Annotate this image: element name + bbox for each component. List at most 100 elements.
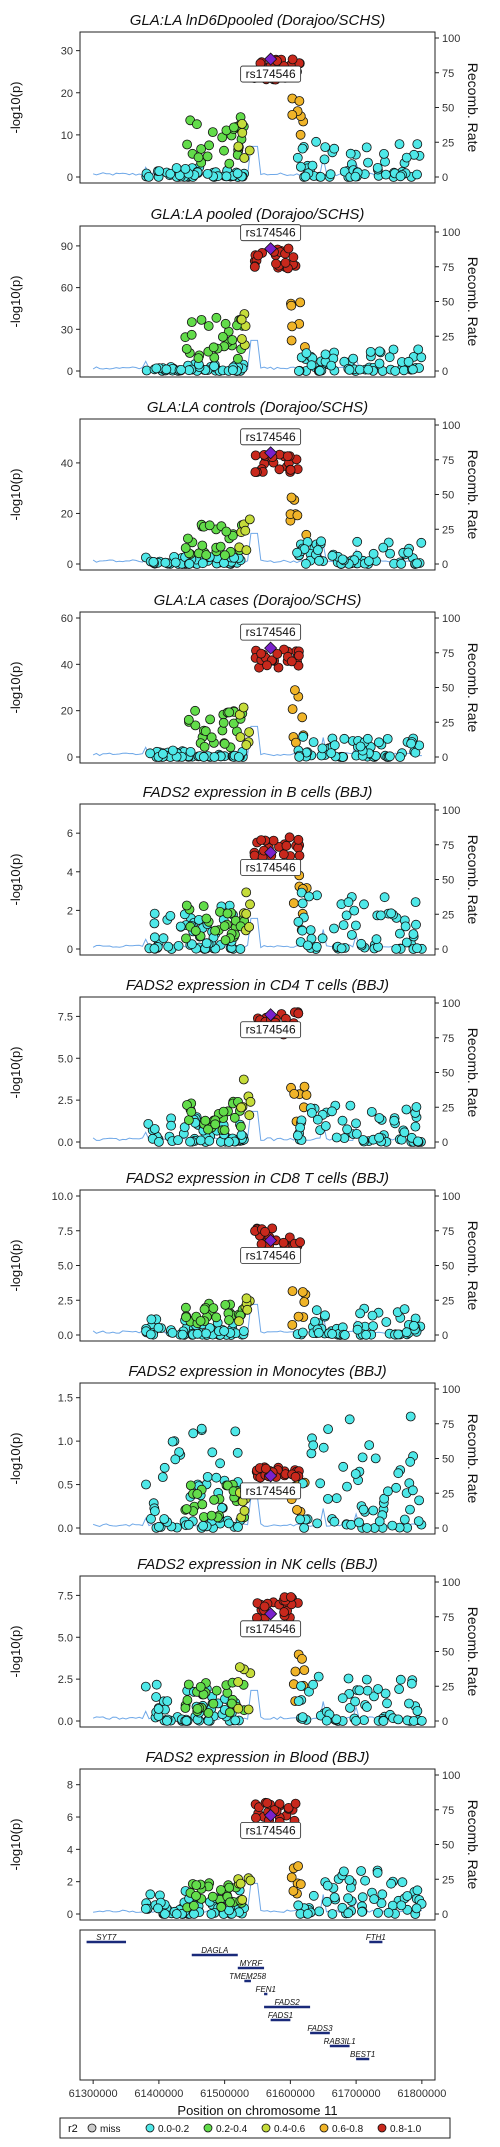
legend-label: 0.8-1.0 (390, 2124, 422, 2135)
y-tick-label: 0 (67, 1909, 73, 1921)
snp-point (245, 1111, 254, 1120)
snp-point (307, 361, 316, 370)
snp-point (338, 555, 347, 564)
snp-point (352, 1716, 361, 1725)
snp-point (291, 1667, 300, 1676)
panel-title: FADS2 expression in Monocytes (BBJ) (128, 1363, 386, 1380)
snp-point (392, 944, 401, 953)
snp-point (301, 559, 310, 568)
snp-point (308, 161, 317, 170)
gene-label: BEST1 (350, 2050, 375, 2059)
snp-point (367, 1107, 376, 1116)
snp-point (321, 1122, 330, 1131)
y-axis-label: -log10(p) (8, 468, 23, 520)
snp-point (359, 1136, 368, 1145)
snp-point (385, 353, 394, 362)
snp-point (234, 1704, 243, 1713)
snp-point (209, 1304, 218, 1313)
snp-point (241, 526, 250, 535)
legend-swatch (262, 2124, 270, 2132)
snp-point (210, 753, 219, 762)
snp-point (251, 468, 260, 477)
snp-point (330, 144, 339, 153)
snp-point (301, 172, 310, 181)
snp-point (408, 1486, 417, 1495)
panel-2: GLA:LA controls (Dorajoo/SCHS) 0 20 40 0 25 50… (8, 399, 481, 571)
snp-point (144, 172, 153, 181)
y-axis-label: -log10(p) (8, 661, 23, 713)
recomb-axis-label: Recomb. Rate (465, 643, 481, 733)
snp-point (330, 1517, 339, 1526)
snp-point (281, 258, 290, 267)
snp-point (309, 1891, 318, 1900)
snp-point (394, 1715, 403, 1724)
snp-point (154, 1323, 163, 1332)
snp-point (183, 534, 192, 543)
snp-point (295, 97, 304, 106)
y-tick-label: 7.5 (58, 1226, 73, 1238)
snp-point (193, 1329, 202, 1338)
snp-point (366, 347, 375, 356)
recomb-tick-label: 100 (442, 1384, 460, 1396)
snp-point (196, 1317, 205, 1326)
y-tick-label: 40 (61, 659, 73, 671)
snp-point (206, 715, 215, 724)
snp-point (210, 362, 219, 371)
snp-point (172, 1910, 181, 1919)
snp-point (294, 367, 303, 376)
snp-point (317, 537, 326, 546)
snp-point (237, 1131, 246, 1140)
snp-point (309, 738, 318, 747)
snp-point (355, 365, 364, 374)
y-tick-label: 20 (61, 88, 73, 100)
snp-point (388, 1521, 397, 1530)
recomb-tick-label: 25 (442, 1681, 454, 1693)
x-tick-label: 61800000 (397, 2088, 446, 2100)
snp-point (324, 1494, 333, 1503)
snp-point (225, 1883, 234, 1892)
gene-label: FADS2 (274, 1998, 300, 2007)
recomb-tick-label: 25 (442, 1295, 454, 1307)
snp-point (246, 1097, 255, 1106)
lead-snp-label: rs174546 (246, 430, 296, 444)
snp-point (239, 1327, 248, 1336)
y-tick-label: 0 (67, 752, 73, 764)
recomb-tick-label: 50 (442, 875, 454, 887)
snp-point (314, 1328, 323, 1337)
snp-point (307, 1108, 316, 1117)
recomb-axis-label: Recomb. Rate (465, 1028, 481, 1118)
snp-point (358, 1893, 367, 1902)
snp-point (406, 1505, 415, 1514)
recomb-axis-label: Recomb. Rate (465, 63, 481, 153)
snp-point (212, 1313, 221, 1322)
snp-point (288, 1287, 297, 1296)
y-tick-label: 30 (61, 324, 73, 336)
recomb-axis-label: Recomb. Rate (465, 450, 481, 540)
recomb-tick-label: 0 (442, 1137, 448, 1149)
lead-snp-label: rs174546 (246, 625, 296, 639)
snp-point (174, 941, 183, 950)
snp-point (245, 922, 254, 931)
snp-point (234, 142, 243, 151)
snp-point (294, 835, 303, 844)
snp-point (288, 705, 297, 714)
snp-point (204, 322, 213, 331)
snp-point (212, 1686, 221, 1695)
lead-snp-label: rs174546 (246, 67, 296, 81)
snp-point (417, 1716, 426, 1725)
snp-point (302, 349, 311, 358)
snp-point (330, 1893, 339, 1902)
recomb-tick-label: 0 (442, 559, 448, 571)
snp-point (246, 900, 255, 909)
snp-point (400, 1128, 409, 1137)
recomb-tick-label: 50 (442, 1840, 454, 1852)
snp-point (328, 1910, 337, 1919)
snp-point (363, 1686, 372, 1695)
snp-point (254, 251, 263, 260)
snp-point (289, 253, 298, 262)
panel-title: GLA:LA controls (Dorajoo/SCHS) (147, 399, 368, 416)
snp-point (237, 315, 246, 324)
snp-point (414, 345, 423, 354)
snp-point (411, 1122, 420, 1131)
